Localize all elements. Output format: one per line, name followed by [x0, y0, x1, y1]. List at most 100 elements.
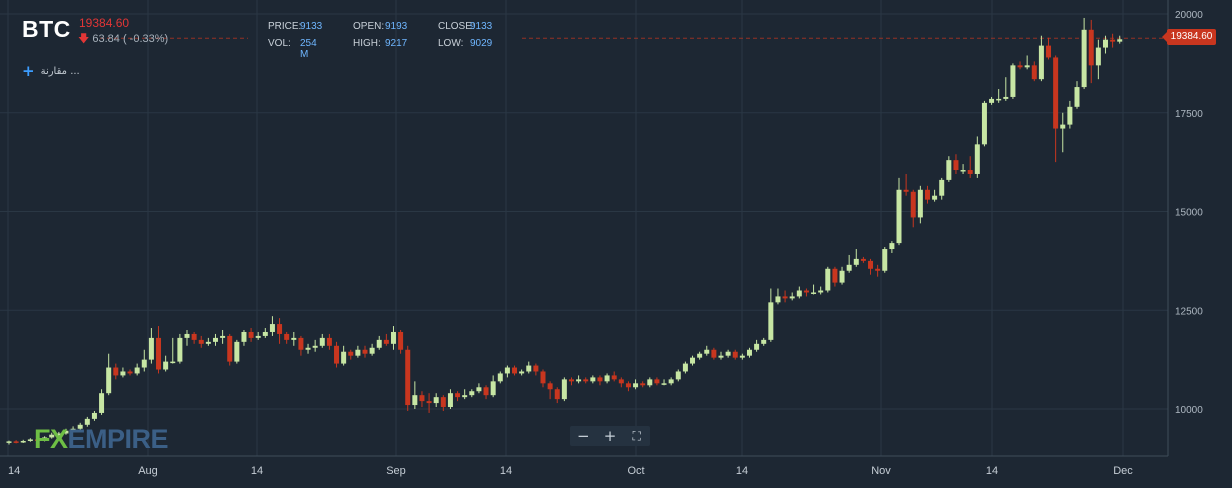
candle-body [462, 395, 468, 398]
candle-body [519, 371, 525, 374]
ohlc-low: LOW: 9029 [438, 38, 492, 49]
candle-body [583, 379, 589, 382]
candle [141, 349, 147, 372]
x-tick-label: Nov [871, 465, 891, 477]
x-tick-label: Oct [627, 465, 644, 477]
candle [383, 333, 389, 346]
candle-body [1102, 39, 1108, 48]
candle [6, 440, 12, 445]
fit-screen-icon[interactable]: ⛶ [632, 428, 641, 443]
candle-body [690, 357, 696, 364]
candle-body [127, 371, 133, 374]
y-tick-label: 12500 [1175, 306, 1203, 317]
ohlc-value: 9029 [470, 38, 493, 49]
candle [796, 286, 802, 299]
candle [63, 428, 69, 435]
candle-body [868, 260, 874, 269]
candle [846, 254, 852, 273]
x-tick-label: Aug [138, 465, 158, 477]
candle-body [917, 189, 923, 218]
candle [469, 389, 475, 398]
candle-body [1074, 87, 1080, 107]
candle-body [704, 349, 710, 354]
candle [974, 136, 980, 178]
compare-button[interactable]: + مقارنة ... [22, 62, 80, 80]
candle-body [1060, 124, 1066, 129]
candle-body [604, 375, 610, 382]
candles [6, 17, 1123, 445]
candle-body [875, 268, 881, 271]
candle [946, 156, 952, 182]
candle-body [497, 373, 503, 382]
candle [56, 431, 62, 436]
candle-body [1081, 29, 1087, 88]
candle [334, 341, 340, 368]
candle [540, 369, 546, 388]
candle [227, 333, 233, 366]
candle-body [996, 98, 1002, 101]
candle [547, 381, 553, 400]
candle [882, 247, 888, 273]
candle-body [625, 383, 631, 388]
candle [483, 385, 489, 400]
candle-body [248, 331, 254, 338]
candle [148, 328, 154, 364]
candle [1003, 77, 1009, 101]
candle [860, 256, 866, 263]
candle-body [811, 292, 817, 294]
candle [455, 391, 461, 402]
candle-body [960, 170, 966, 172]
ohlc-close: CLOSE: 9133 [438, 21, 492, 32]
ohlc-value: 9133 [470, 21, 493, 32]
candle-body [277, 324, 283, 334]
candle-body [889, 243, 895, 250]
candle [704, 345, 710, 356]
candle-body [981, 102, 987, 145]
candle [433, 393, 439, 408]
candle-body [269, 324, 275, 332]
candle [939, 177, 945, 200]
candle-body [1024, 65, 1030, 68]
candle-body [419, 395, 425, 402]
candle-body [754, 343, 760, 350]
candle-body [70, 428, 76, 431]
x-tick-label: 14 [986, 465, 998, 477]
candle [917, 185, 923, 224]
candle [682, 361, 688, 374]
zoom-out-button[interactable]: − [577, 427, 590, 445]
candle-body [832, 268, 838, 283]
candle-body [533, 365, 539, 372]
candle-body [49, 434, 55, 438]
candle [554, 387, 560, 404]
candle [568, 377, 574, 386]
candle-body [782, 296, 788, 299]
candle [220, 330, 226, 344]
candle-body [839, 270, 845, 283]
candle [832, 266, 838, 287]
price-change-value: 63.84 ( -0.33%) [92, 33, 169, 45]
candle-body [1046, 45, 1052, 58]
candle [1024, 55, 1030, 70]
candle [440, 395, 446, 411]
candle [512, 365, 518, 376]
candle [718, 351, 724, 360]
candle [1010, 63, 1016, 99]
candle [319, 333, 325, 348]
ohlc-price: PRICE: 9133 [268, 21, 322, 32]
candle-body [1117, 39, 1123, 42]
candle-body [212, 337, 218, 342]
candle [170, 337, 176, 364]
candle-body [882, 249, 888, 271]
candle-body [711, 349, 717, 358]
candle-body [1038, 45, 1044, 80]
candle [668, 377, 674, 386]
candle-body [597, 377, 603, 382]
candle [996, 89, 1002, 103]
zoom-in-button[interactable]: + [603, 427, 617, 445]
candle-body [590, 377, 596, 382]
candle [1081, 17, 1087, 90]
candle [447, 389, 453, 409]
candle-body [312, 345, 318, 348]
